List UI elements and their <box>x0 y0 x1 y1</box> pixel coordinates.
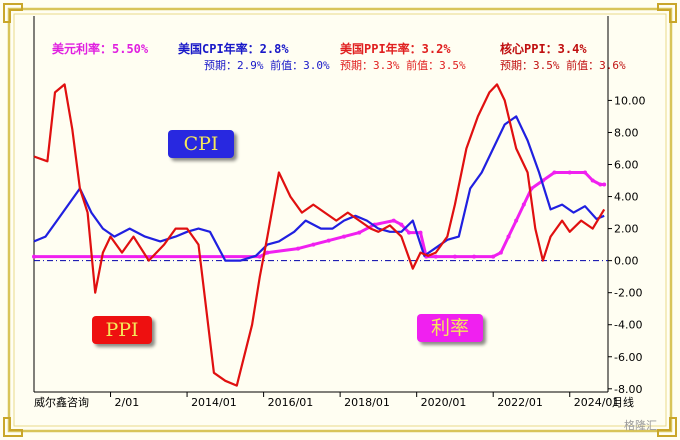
rate-badge: 利率 <box>417 314 483 342</box>
x-tick-label: 2018/01 <box>344 396 390 409</box>
rate-point <box>418 230 423 235</box>
cpi-badge: CPI <box>168 130 234 158</box>
source-label: 威尔鑫咨询 <box>34 395 89 409</box>
rate-point <box>498 250 503 255</box>
rate-point <box>583 170 588 175</box>
rate-point <box>521 202 526 207</box>
y-tick-label: 6.00 <box>614 159 639 172</box>
ppi-badge: PPI <box>92 316 152 344</box>
rate-point <box>399 222 404 227</box>
legend-cpi-sub: 预期：2.9% 前值：3.0% <box>204 59 330 72</box>
y-tick-label: -4.00 <box>614 319 642 332</box>
rate-series-line <box>34 171 605 259</box>
y-tick-label: 0.00 <box>614 255 639 268</box>
rate-point <box>514 218 519 223</box>
x-tick-label: 2/01 <box>115 396 140 409</box>
x-tick-label: 2016/01 <box>268 396 314 409</box>
rate-point <box>341 234 346 239</box>
cpi-series-line <box>33 115 605 262</box>
legend-cpi: 美国CPI年率：2.8% <box>178 42 289 56</box>
y-tick-label: -8.00 <box>614 383 642 396</box>
legend-core-ppi-sub: 预期：3.5% 前值：3.6% <box>500 59 626 72</box>
rate-point <box>472 254 477 259</box>
rate-point <box>311 242 316 247</box>
rate-point <box>296 246 301 251</box>
rate-point <box>265 250 270 255</box>
y-tick-label: 4.00 <box>614 191 639 204</box>
legend-core-ppi: 核心PPI：3.4% <box>500 42 587 56</box>
rate-point <box>552 170 557 175</box>
rate-point <box>32 254 36 259</box>
rate-point <box>407 230 412 235</box>
rate-point <box>357 230 362 235</box>
x-tick-label: 2014/01 <box>191 396 237 409</box>
x-tick-label: 2020/01 <box>421 396 467 409</box>
rate-point <box>506 234 511 239</box>
rate-point <box>567 170 572 175</box>
rate-point <box>391 218 396 223</box>
rate-point <box>598 182 603 187</box>
y-tick-label: 2.00 <box>614 223 639 236</box>
x-tick-label: 2022/01 <box>497 396 543 409</box>
legend-ppi-sub: 预期：3.3% 前值：3.5% <box>340 59 466 72</box>
y-tick-label: 8.00 <box>614 126 639 139</box>
period-label: 月线 <box>612 395 634 409</box>
rate-point <box>491 254 496 259</box>
rate-point <box>257 254 262 259</box>
y-tick-label: 10.00 <box>614 94 646 107</box>
legend-rate: 美元利率：5.50% <box>52 42 149 56</box>
y-tick-label: -6.00 <box>614 351 642 364</box>
x-tick-label: 2024/01 <box>574 396 620 409</box>
rate-point <box>452 254 457 259</box>
legend-ppi: 美国PPI年率：3.2% <box>340 42 451 56</box>
ppi-series-line <box>33 83 606 387</box>
rate-point <box>326 238 331 243</box>
y-tick-label: -2.00 <box>614 287 642 300</box>
rate-point <box>433 254 438 259</box>
rate-point <box>590 178 595 183</box>
rate-point <box>602 182 607 187</box>
watermark: 格隆汇 <box>624 419 657 432</box>
